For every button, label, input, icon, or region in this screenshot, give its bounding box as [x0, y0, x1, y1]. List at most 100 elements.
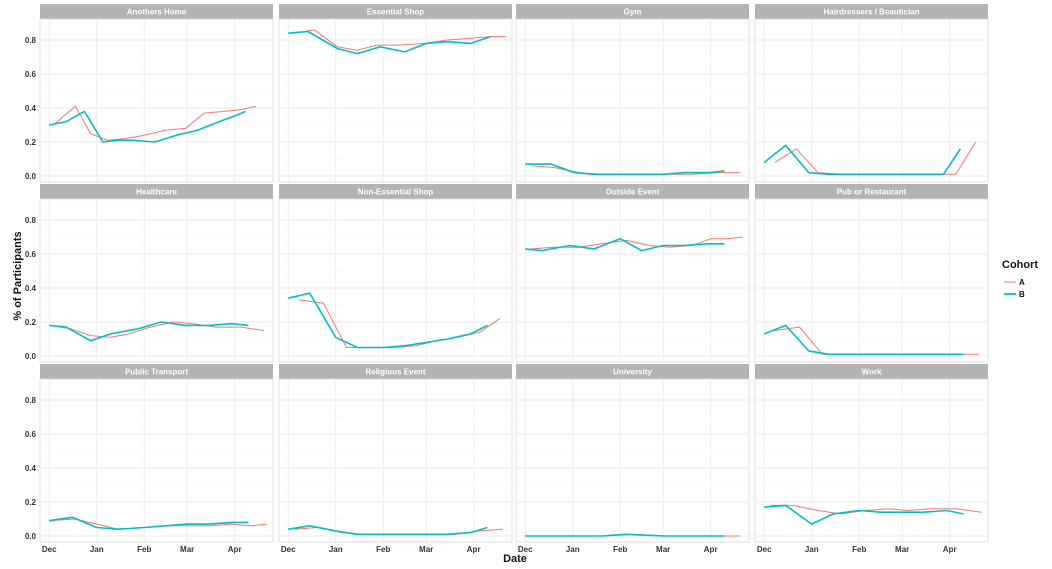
y-tick-label: 0.4: [25, 464, 37, 473]
facet-strip: [755, 4, 988, 19]
facet-panel: Non-Essential Shop: [278, 184, 513, 363]
y-tick-label: 0.2: [25, 138, 37, 147]
facet-strip: [279, 364, 512, 379]
series-line-b: [763, 144, 962, 176]
facet-strip: [755, 184, 988, 199]
y-tick-label: 0.0: [25, 532, 37, 541]
y-tick-label: 0.2: [25, 498, 37, 507]
facet-title: Work: [862, 368, 882, 377]
facet-title: Outside Event: [606, 188, 660, 197]
series-line-b: [764, 504, 964, 525]
series-line-b: [525, 237, 725, 252]
x-tick-label: Feb: [137, 545, 151, 554]
y-tick-label: 0.8: [25, 36, 37, 45]
x-tick-label: Mar: [419, 545, 433, 554]
panel-background: [278, 18, 513, 183]
facet-title: Gym: [624, 8, 642, 17]
facet-panels: Anothers Home 0.0 0.2 0.4 0.6 0.8 Essential Sh…: [25, 4, 989, 554]
panel-background: [515, 378, 750, 543]
facet-strip: [516, 184, 749, 199]
y-tick-label: 0.6: [25, 70, 37, 79]
facet-panel: University Dec Jan Feb Mar Apr: [515, 364, 750, 554]
facet-strip: [279, 4, 512, 19]
series-line-b: [763, 324, 964, 356]
series-line-b: [49, 321, 249, 342]
y-tick-label: 0.0: [25, 352, 37, 361]
y-tick-label: 0.8: [25, 216, 37, 225]
facet-title: Anothers Home: [127, 8, 187, 17]
x-tick-label: Jan: [566, 545, 580, 554]
x-tick-label: Apr: [228, 545, 242, 554]
series-line-b: [288, 30, 491, 55]
facet-title: Pub or Restaurant: [837, 188, 907, 197]
y-axis-title: % of Participants: [12, 231, 24, 320]
series-line-b: [49, 110, 246, 143]
y-tick-label: 0.6: [25, 250, 37, 259]
panel-background: [754, 18, 989, 183]
facet-title: Non-Essential Shop: [358, 188, 434, 197]
panel-background: [39, 378, 274, 543]
facet-title: Hairdressers / Beautician: [823, 8, 919, 17]
y-tick-label: 0.0: [25, 172, 37, 181]
facet-panel: Public Transport 0.0 0.2 0.4 0.6 0.8 Dec Jan Feb…: [25, 364, 274, 554]
panel-background: [515, 18, 750, 183]
series-line-a: [294, 29, 506, 51]
facet-strip: [40, 4, 273, 19]
y-tick-label: 0.4: [25, 104, 37, 113]
y-tick-label: 0.2: [25, 318, 37, 327]
x-tick-label: Jan: [329, 545, 343, 554]
x-tick-label: Mar: [656, 545, 670, 554]
facet-panel: Healthcare 0.0 0.2 0.4 0.6 0.8: [25, 184, 274, 363]
panel-background: [515, 198, 750, 363]
facet-panel: Pub or Restaurant: [754, 184, 989, 363]
facet-panel: Work Dec Jan Feb Mar Apr: [754, 364, 989, 554]
legend-label-b: B: [1019, 290, 1025, 299]
x-tick-label: Feb: [613, 545, 627, 554]
x-tick-label: Jan: [805, 545, 819, 554]
facet-title: Healthcare: [136, 188, 177, 197]
x-tick-label: Dec: [518, 545, 533, 554]
facet-panel: Anothers Home 0.0 0.2 0.4 0.6 0.8: [25, 4, 274, 183]
panel-background: [39, 18, 274, 183]
facet-panel: Essential Shop: [278, 4, 513, 183]
x-tick-label: Dec: [42, 545, 57, 554]
panel-background: [278, 378, 513, 543]
facet-strip: [755, 364, 988, 379]
legend-title: Cohort: [1002, 259, 1038, 271]
x-tick-label: Jan: [90, 545, 104, 554]
series-line-a: [54, 105, 257, 141]
legend-label-a: A: [1019, 278, 1025, 287]
facet-strip: [279, 184, 512, 199]
series-line-a: [49, 321, 264, 338]
facet-title: Religious Event: [365, 368, 425, 377]
panel-background: [39, 198, 274, 363]
facet-panel: Gym: [515, 4, 750, 183]
x-tick-label: Dec: [281, 545, 296, 554]
legend: Cohort A B: [1002, 259, 1038, 299]
y-tick-label: 0.8: [25, 396, 37, 405]
series-line-b: [49, 516, 249, 531]
x-tick-label: Dec: [757, 545, 772, 554]
facet-strip: [40, 184, 273, 199]
y-tick-label: 0.4: [25, 284, 37, 293]
series-line-b: [525, 163, 725, 176]
facet-strip: [516, 4, 749, 19]
panel-background: [278, 198, 513, 363]
facet-title: Public Transport: [125, 368, 188, 377]
series-line-a: [770, 504, 982, 515]
x-tick-label: Feb: [376, 545, 390, 554]
facet-panel: Hairdressers / Beautician: [754, 4, 989, 183]
x-tick-label: Apr: [467, 545, 481, 554]
facet-title: University: [613, 368, 652, 377]
facet-panel: Outside Event: [515, 184, 750, 363]
series-line-b: [525, 533, 725, 537]
series-line-b: [288, 292, 488, 349]
facet-strip: [516, 364, 749, 379]
x-tick-label: Mar: [180, 545, 194, 554]
panel-background: [754, 198, 989, 363]
series-line-b: [288, 524, 488, 536]
panel-background: [754, 378, 989, 543]
series-line-a: [531, 236, 743, 250]
x-tick-label: Mar: [895, 545, 909, 554]
